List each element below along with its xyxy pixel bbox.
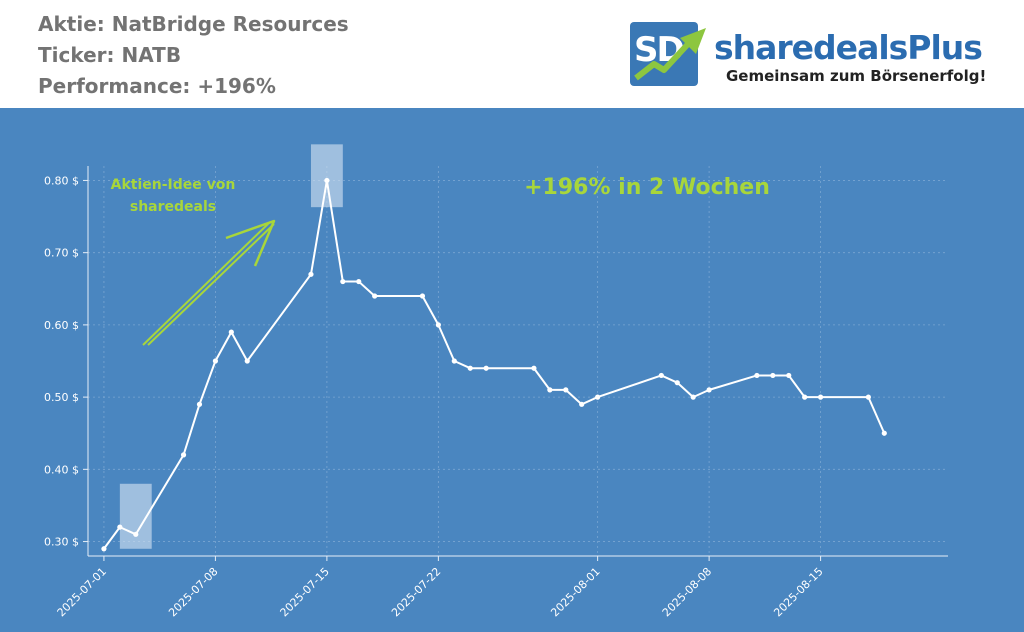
- logo-initials: SD: [634, 30, 685, 70]
- data-point: [531, 365, 537, 371]
- logo-name: sharedealsPlus: [714, 28, 983, 67]
- data-point: [579, 401, 585, 407]
- data-point: [674, 380, 680, 386]
- x-tick-label: 2025-08-15: [771, 565, 825, 619]
- price-line: [103, 179, 886, 550]
- data-point: [786, 372, 792, 379]
- data-point: [212, 358, 219, 364]
- axes: 0.30 $ 0.40 $ 0.50 $ 0.60 $ 0.70 $ 0.80 $ 2025…: [44, 166, 948, 619]
- highlights: [119, 144, 343, 549]
- ticker-label: Ticker: NATB: [38, 43, 182, 67]
- price-chart: 0.30 $ 0.40 $ 0.50 $ 0.60 $ 0.70 $ 0.80 $ 2025…: [44, 144, 948, 619]
- data-point: [754, 372, 760, 379]
- y-tick-label: 0.40 $: [44, 463, 79, 476]
- data-point: [419, 293, 426, 299]
- data-point: [770, 372, 776, 379]
- data-point: [881, 430, 887, 436]
- data-point: [324, 177, 330, 184]
- sharedeals-logo: SD sharedealsPlus Gemeinsam zum Börsener…: [630, 20, 1010, 90]
- data-point: [196, 401, 203, 407]
- logo-arrow-icon: [634, 28, 706, 81]
- data-point: [244, 358, 250, 364]
- data-point: [228, 329, 234, 335]
- data-point: [690, 394, 696, 400]
- y-tick-label: 0.60 $: [44, 319, 79, 332]
- data-point: [435, 322, 441, 328]
- data-point: [451, 358, 457, 364]
- series: [101, 177, 887, 552]
- performance-label: Performance: +196%: [38, 74, 276, 98]
- data-point: [308, 271, 314, 277]
- data-point: [817, 394, 824, 400]
- data-point: [467, 365, 473, 371]
- gain-annotation: +196% in 2 Wochen: [524, 175, 770, 200]
- chart-area: 0.30 $ 0.40 $ 0.50 $ 0.60 $ 0.70 $ 0.80 $ 2025…: [0, 108, 1024, 632]
- highlight-box: [310, 144, 343, 208]
- data-point: [101, 546, 107, 552]
- idea-annotation-line2: sharedeals: [130, 199, 216, 215]
- annotations: Aktien-Idee von sharedeals +196% in 2 Wo…: [111, 175, 770, 346]
- data-point: [706, 387, 712, 393]
- data-point: [547, 387, 553, 393]
- data-point: [356, 278, 362, 285]
- x-tick-label: 2025-07-15: [278, 565, 332, 619]
- y-tick-label: 0.70 $: [44, 247, 79, 260]
- y-tick-label: 0.30 $: [44, 536, 79, 549]
- x-tick-label: 2025-07-22: [389, 565, 443, 619]
- y-tick-label: 0.80 $: [44, 174, 79, 187]
- x-tick-label: 2025-07-08: [166, 565, 220, 619]
- trend-arrow-icon: [142, 219, 276, 346]
- logo-badge: SD: [630, 22, 706, 86]
- data-point: [133, 531, 139, 537]
- data-point: [117, 524, 123, 530]
- idea-annotation-line1: Aktien-Idee von: [111, 177, 236, 193]
- y-tick-label: 0.50 $: [44, 391, 79, 404]
- data-point: [865, 394, 871, 400]
- logo-tagline: Gemeinsam zum Börsenerfolg!: [726, 67, 987, 85]
- data-point: [595, 394, 601, 400]
- x-tick-label: 2025-08-01: [548, 565, 602, 619]
- data-point: [180, 452, 187, 458]
- x-tick-label: 2025-08-08: [660, 565, 714, 619]
- x-tick-label: 2025-07-01: [55, 565, 109, 619]
- data-point: [372, 293, 378, 299]
- data-point: [563, 387, 569, 393]
- stock-name: Aktie: NatBridge Resources: [38, 12, 349, 36]
- data-point: [483, 365, 489, 371]
- data-point: [340, 278, 346, 285]
- data-point: [802, 394, 808, 400]
- data-point: [658, 372, 664, 379]
- header: Aktie: NatBridge Resources Ticker: NATB …: [0, 0, 1024, 108]
